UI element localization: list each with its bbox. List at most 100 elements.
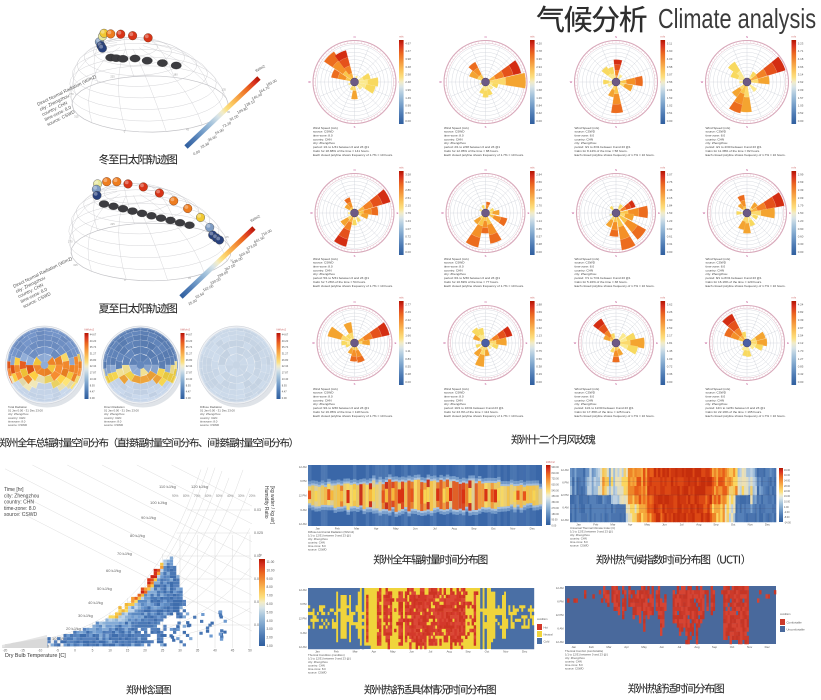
svg-text:100 kJ/kg: 100 kJ/kg <box>150 500 167 505</box>
svg-text:Mar: Mar <box>354 527 359 531</box>
svg-text:270.00: 270.00 <box>552 507 560 510</box>
svg-text:0.005: 0.005 <box>254 623 263 627</box>
svg-text:source: CSWD: source: CSWD <box>444 130 465 134</box>
svg-text:time-zone: 8.0: time-zone: 8.0 <box>565 663 583 667</box>
svg-text:time-zone: 8.0: time-zone: 8.0 <box>570 540 588 544</box>
svg-text:30: 30 <box>178 649 182 653</box>
svg-text:0.00: 0.00 <box>405 119 411 123</box>
svg-text:Calm for 10.69% of the time =: Calm for 10.69% of the time = 77 hours. <box>444 280 499 284</box>
svg-text:Nov: Nov <box>510 527 516 531</box>
svg-text:45: 45 <box>231 649 235 653</box>
svg-text:time-zone: 8.0: time-zone: 8.0 <box>575 134 595 138</box>
svg-text:city: Zhengzhou: city: Zhengzhou <box>308 660 328 664</box>
svg-text:4.47: 4.47 <box>282 390 288 394</box>
svg-text:4.60: 4.60 <box>667 49 673 53</box>
svg-text:4.20: 4.20 <box>536 42 542 46</box>
svg-text:time-zone: 8.0: time-zone: 8.0 <box>313 134 333 138</box>
svg-text:Apr: Apr <box>372 650 377 654</box>
svg-text:1.68: 1.68 <box>536 88 542 92</box>
svg-text:12 PM: 12 PM <box>299 494 308 498</box>
svg-text:91.50: 91.50 <box>229 114 239 122</box>
svg-text:E: E <box>658 211 660 215</box>
svg-text:0.00: 0.00 <box>667 119 673 123</box>
svg-text:0.00: 0.00 <box>552 525 557 528</box>
svg-text:2.98: 2.98 <box>405 73 411 77</box>
svg-text:timezone: 8.0: timezone: 8.0 <box>200 419 218 423</box>
svg-text:time-zone: 8.0: time-zone: 8.0 <box>4 506 36 512</box>
svg-text:12 AM: 12 AM <box>299 588 307 592</box>
svg-text:0.31: 0.31 <box>667 242 673 246</box>
svg-text:3.07: 3.07 <box>667 173 673 177</box>
svg-text:Calm for 22.19% of the time =: Calm for 22.19% of the time = 165 hours. <box>706 410 763 414</box>
svg-text:W: W <box>439 80 442 84</box>
svg-text:Aug: Aug <box>452 527 458 531</box>
svg-text:0.00: 0.00 <box>667 250 673 254</box>
svg-text:26.80: 26.80 <box>186 358 193 362</box>
svg-text:Feb: Feb <box>334 650 339 654</box>
svg-text:country: CHN: country: CHN <box>444 398 463 402</box>
svg-text:0.56: 0.56 <box>536 357 542 361</box>
svg-text:1.57: 1.57 <box>798 96 804 100</box>
svg-text:01 Jan 0:00 - 31 Dec 23:00: 01 Jan 0:00 - 31 Dec 23:00 <box>104 409 139 413</box>
svg-text:W: W <box>572 211 575 215</box>
svg-text:0: 0 <box>124 129 126 133</box>
svg-text:Dec: Dec <box>765 523 771 527</box>
svg-text:4.47: 4.47 <box>186 390 192 394</box>
svg-text:Aug: Aug <box>696 523 702 527</box>
svg-text:Wind Speed (m/s): Wind Speed (m/s) <box>706 126 731 130</box>
svg-text:Calm for 17.36% of the time =: Calm for 17.36% of the time = 125 hours. <box>575 410 632 414</box>
svg-text:299.00: 299.00 <box>217 270 229 278</box>
svg-text:period: 1/1 to 1/31 between 0: period: 1/1 to 1/31 between 0 and 23 @1 <box>313 145 369 149</box>
svg-text:m/s: m/s <box>792 166 797 170</box>
svg-text:15: 15 <box>126 649 130 653</box>
svg-text:641.50: 641.50 <box>253 236 265 244</box>
svg-text:Jun: Jun <box>659 645 664 649</box>
svg-text:May: May <box>644 523 650 527</box>
svg-text:3.58: 3.58 <box>667 65 673 69</box>
svg-text:W: W <box>701 80 704 84</box>
svg-text:country: CHN: country: CHN <box>308 541 325 545</box>
svg-text:2.90: 2.90 <box>667 318 673 322</box>
svg-text:6 PM: 6 PM <box>562 481 569 485</box>
svg-text:0.72: 0.72 <box>405 235 411 239</box>
svg-text:-2.00: -2.00 <box>784 511 790 514</box>
svg-text:2.22: 2.22 <box>405 318 411 322</box>
svg-text:573.00: 573.00 <box>246 243 258 251</box>
svg-text:Apr: Apr <box>374 527 379 531</box>
svg-text:0.00: 0.00 <box>282 396 288 400</box>
svg-text:period: 5/1 to 5/31 between 0: period: 5/1 to 5/31 between 0 and 23 @1 <box>313 276 369 280</box>
svg-text:31.27: 31.27 <box>90 352 97 356</box>
svg-text:1.02: 1.02 <box>667 104 673 108</box>
svg-text:1.20: 1.20 <box>798 219 804 223</box>
svg-text:country: CHN: country: CHN <box>104 416 121 420</box>
svg-text:source: CSWD: source: CSWD <box>313 130 334 134</box>
svg-text:230.50: 230.50 <box>209 277 221 285</box>
svg-text:25.00: 25.00 <box>188 299 198 307</box>
svg-text:country: CHN: country: CHN <box>706 137 725 141</box>
svg-text:2.00: 2.00 <box>267 636 273 640</box>
svg-text:20 kJ/kg: 20 kJ/kg <box>66 626 81 631</box>
svg-text:time-zone: 8.0: time-zone: 8.0 <box>308 667 326 671</box>
svg-text:Wind Speed (m/s): Wind Speed (m/s) <box>444 126 469 130</box>
svg-text:source: CSWD: source: CSWD <box>313 391 334 395</box>
svg-text:E: E <box>789 211 791 215</box>
svg-text:810.00: 810.00 <box>552 472 560 475</box>
svg-text:2.86: 2.86 <box>405 188 411 192</box>
svg-text:time-zone: 8.0: time-zone: 8.0 <box>575 395 595 399</box>
svg-text:N: N <box>746 168 748 172</box>
svg-text:S: S <box>354 125 356 129</box>
svg-text:Hot: Hot <box>544 626 549 630</box>
svg-text:10: 10 <box>108 649 112 653</box>
svg-text:-5: -5 <box>56 649 59 653</box>
svg-text:20: 20 <box>143 649 147 653</box>
svg-text:kWh/m2: kWh/m2 <box>181 328 191 332</box>
svg-text:Feb: Feb <box>335 527 340 531</box>
svg-text:45: 45 <box>186 128 189 132</box>
svg-text:2.84: 2.84 <box>536 173 542 177</box>
svg-text:Jun: Jun <box>413 527 418 531</box>
svg-text:2.10: 2.10 <box>536 80 542 84</box>
svg-text:630.00: 630.00 <box>552 484 560 487</box>
svg-text:80%: 80% <box>183 494 190 498</box>
svg-text:6 AM: 6 AM <box>300 508 307 512</box>
svg-text:0.52: 0.52 <box>798 111 804 115</box>
